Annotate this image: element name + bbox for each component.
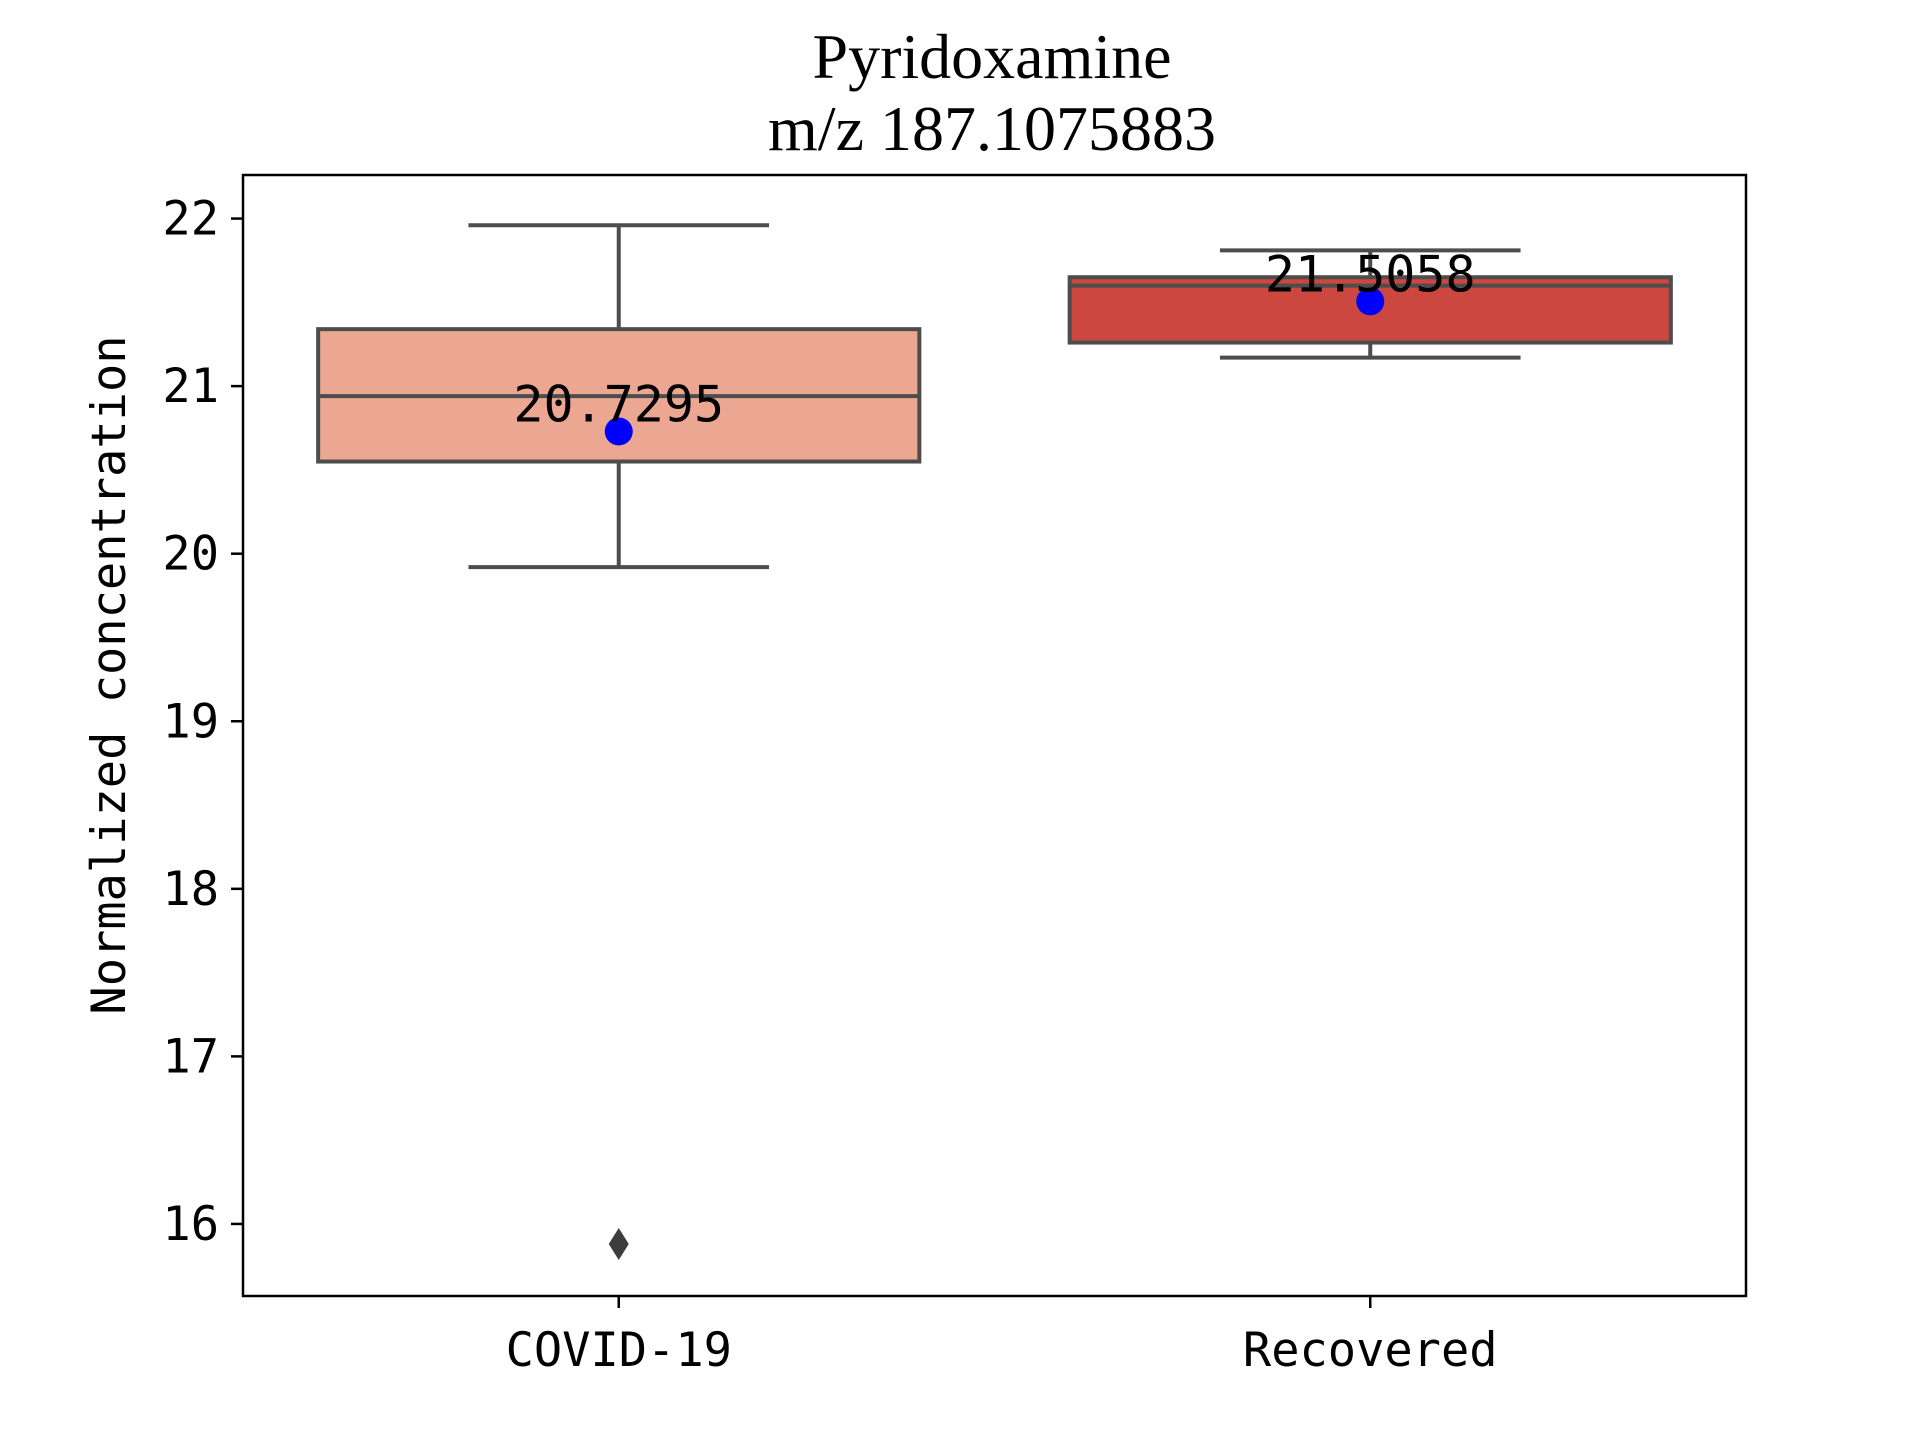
y-tick-label: 22 <box>162 192 219 247</box>
y-tick-label: 16 <box>162 1197 219 1252</box>
y-tick-label: 17 <box>162 1029 219 1084</box>
chart-subtitle: m/z 187.1075883 <box>768 93 1216 164</box>
chart-title: Pyridoxamine <box>812 21 1171 92</box>
mean-marker <box>1356 287 1385 316</box>
mean-marker <box>604 417 633 446</box>
x-tick-label: COVID-19 <box>506 1323 732 1378</box>
y-tick-label: 19 <box>162 694 219 749</box>
axes-frame <box>241 173 1748 1298</box>
y-tick-label: 20 <box>162 527 219 582</box>
y-tick-label: 21 <box>162 359 219 414</box>
y-tick-label: 18 <box>162 862 219 917</box>
x-tick-label: Recovered <box>1243 1323 1498 1378</box>
mean-label: 21.5058 <box>1265 245 1476 303</box>
y-axis-label: Normalized concentration <box>82 335 137 1014</box>
plot-area: 20.7295 21.5058 16 17 18 19 20 21 22 COVID-19 Reco… <box>162 173 1748 1378</box>
outlier-marker <box>608 1228 629 1261</box>
mean-label: 20.7295 <box>513 375 724 433</box>
